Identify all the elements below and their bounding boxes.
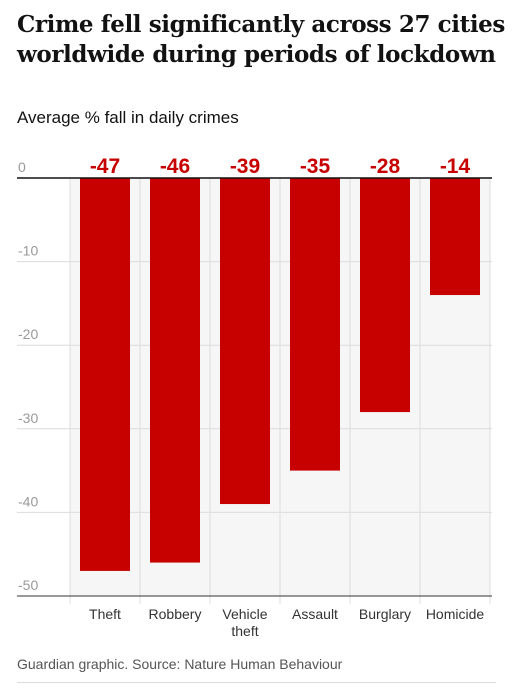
data-label: -39 <box>230 155 260 178</box>
bar-chart: 0 -10 -20 -30 -40 -50 -47 -46 -39 -35 -28 -14 Theft… <box>17 155 492 639</box>
y-tick-label: -50 <box>18 577 38 593</box>
y-tick-label: -30 <box>18 410 38 426</box>
bar <box>80 178 130 571</box>
x-tick-label: Assault <box>292 606 338 622</box>
footer-divider <box>17 682 496 683</box>
y-tick-label: 0 <box>18 159 26 175</box>
chart-subtitle: Average % fall in daily crimes <box>17 108 239 127</box>
x-tick-label: Theft <box>89 606 121 622</box>
chart-title: Crime fell significantly across 27 citie… <box>17 11 505 68</box>
y-tick-label: -40 <box>18 493 38 509</box>
bar <box>430 178 480 296</box>
bar <box>220 178 270 505</box>
y-tick-label: -10 <box>18 243 38 259</box>
x-tick-label: Homicide <box>426 606 485 622</box>
data-label: -46 <box>160 155 190 178</box>
data-label: -28 <box>370 155 401 178</box>
data-label: -14 <box>440 155 471 178</box>
bar <box>290 178 340 471</box>
x-tick-label: Vehicle <box>222 606 267 622</box>
bar <box>360 178 410 413</box>
x-tick-label: theft <box>231 623 258 639</box>
data-label: -47 <box>90 155 120 178</box>
y-tick-label: -20 <box>18 326 38 342</box>
bar <box>150 178 200 563</box>
x-tick-label: Robbery <box>149 606 202 622</box>
x-tick-label: Burglary <box>359 606 411 622</box>
source-note: Guardian graphic. Source: Nature Human B… <box>17 656 343 672</box>
data-label: -35 <box>300 155 331 178</box>
